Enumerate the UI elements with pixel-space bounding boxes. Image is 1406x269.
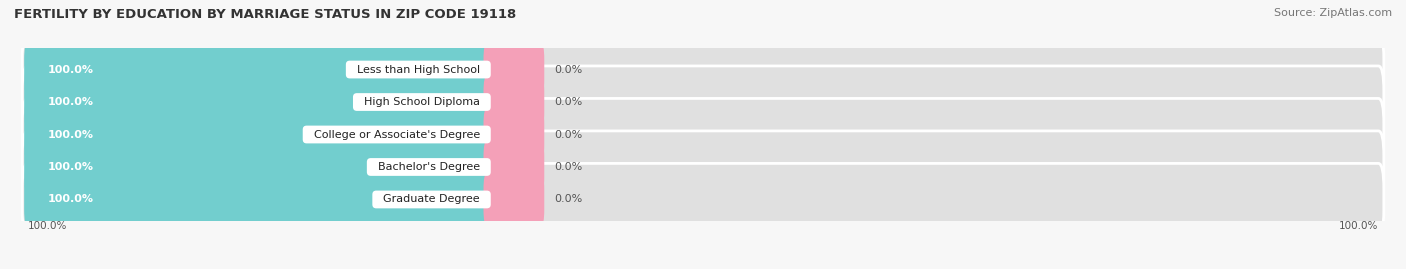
Text: FERTILITY BY EDUCATION BY MARRIAGE STATUS IN ZIP CODE 19118: FERTILITY BY EDUCATION BY MARRIAGE STATU… [14,8,516,21]
Text: 0.0%: 0.0% [554,65,582,75]
FancyBboxPatch shape [24,43,491,96]
Text: 100.0%: 100.0% [48,97,94,107]
FancyBboxPatch shape [24,173,491,226]
Text: 100.0%: 100.0% [28,221,67,231]
Text: Less than High School: Less than High School [350,65,486,75]
FancyBboxPatch shape [484,141,544,193]
Text: 0.0%: 0.0% [554,129,582,140]
FancyBboxPatch shape [24,76,491,128]
Text: Source: ZipAtlas.com: Source: ZipAtlas.com [1274,8,1392,18]
Text: 100.0%: 100.0% [48,129,94,140]
FancyBboxPatch shape [22,131,1384,203]
Text: Graduate Degree: Graduate Degree [377,194,486,204]
Text: 100.0%: 100.0% [1339,221,1378,231]
Text: 100.0%: 100.0% [48,194,94,204]
FancyBboxPatch shape [22,66,1384,138]
FancyBboxPatch shape [24,108,491,161]
FancyBboxPatch shape [22,98,1384,171]
FancyBboxPatch shape [24,141,491,193]
Text: 100.0%: 100.0% [48,162,94,172]
Text: Bachelor's Degree: Bachelor's Degree [371,162,486,172]
Text: 0.0%: 0.0% [554,162,582,172]
FancyBboxPatch shape [22,163,1384,236]
FancyBboxPatch shape [484,43,544,96]
FancyBboxPatch shape [484,108,544,161]
Text: 0.0%: 0.0% [554,97,582,107]
FancyBboxPatch shape [484,173,544,226]
Text: College or Associate's Degree: College or Associate's Degree [307,129,486,140]
Text: High School Diploma: High School Diploma [357,97,486,107]
FancyBboxPatch shape [22,33,1384,106]
Text: 100.0%: 100.0% [48,65,94,75]
FancyBboxPatch shape [484,76,544,128]
Text: 0.0%: 0.0% [554,194,582,204]
